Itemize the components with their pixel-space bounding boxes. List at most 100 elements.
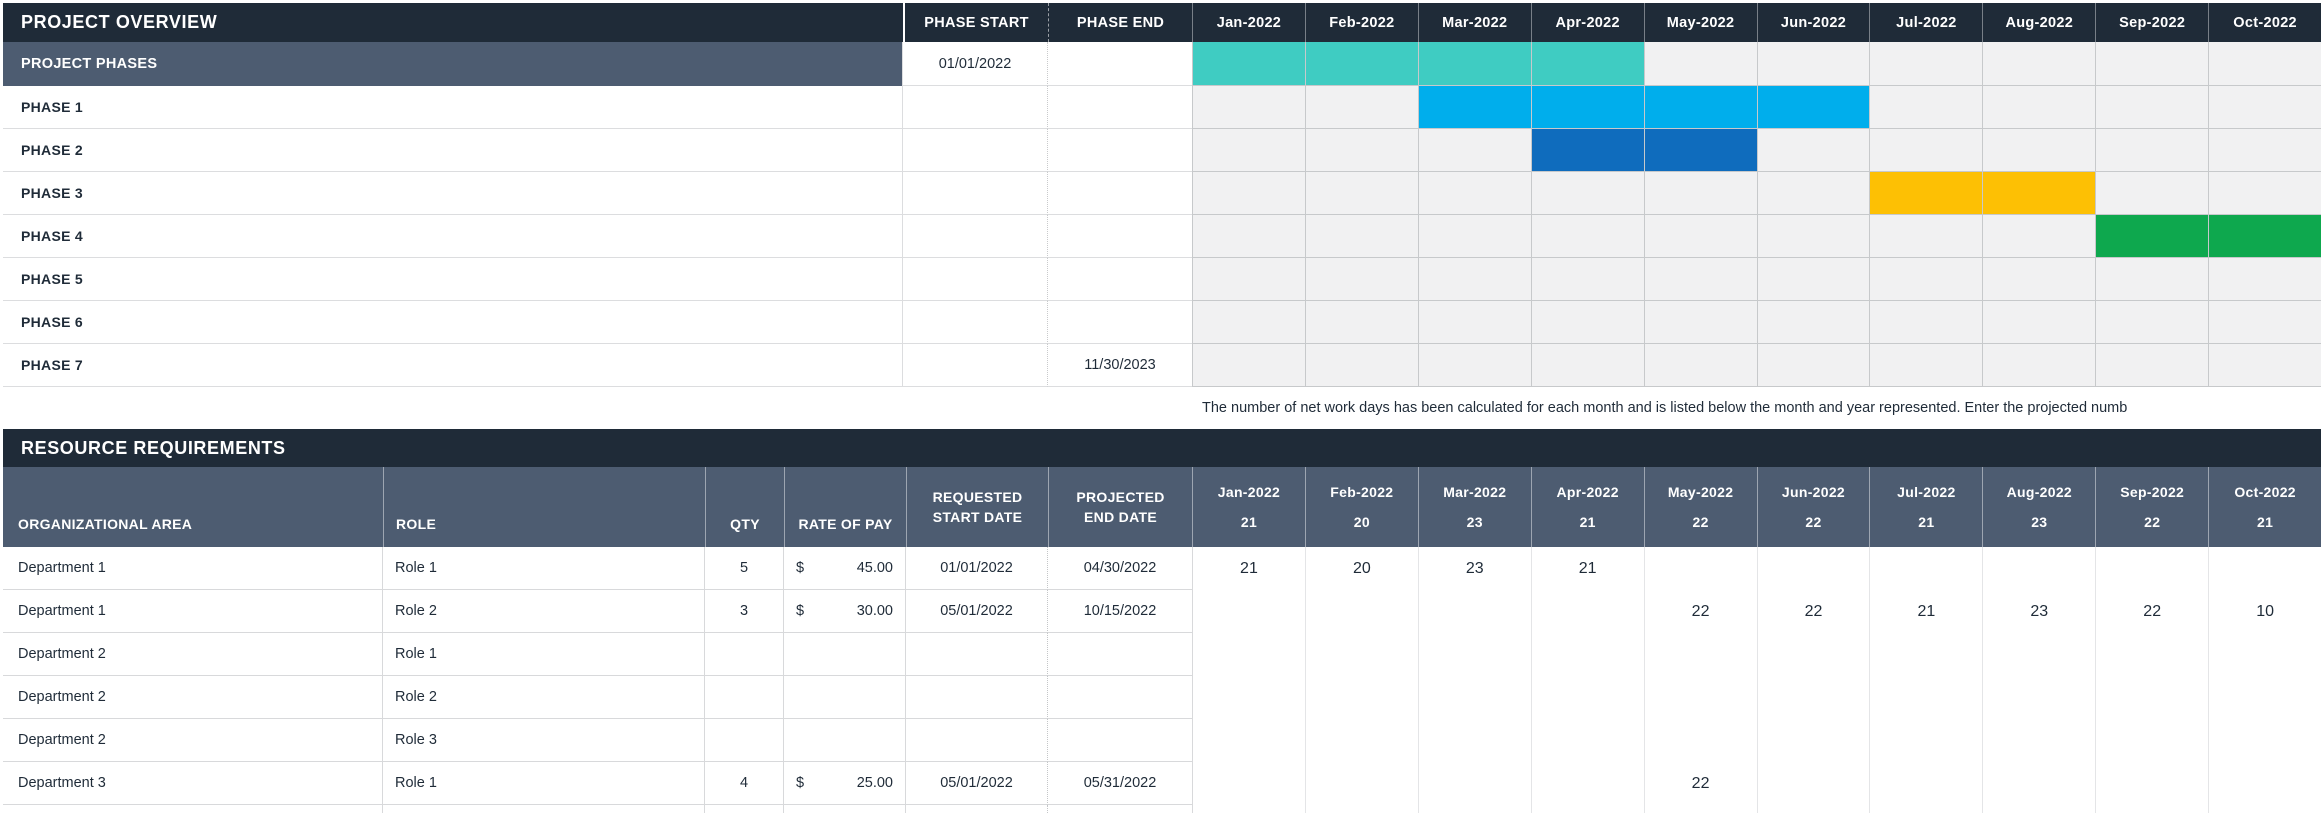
resource-month-value-cell[interactable] [1192,590,1305,633]
resource-month-value-cell[interactable] [1417,633,1531,676]
resource-end-date-cell[interactable]: 10/15/2022 [1048,590,1192,633]
gantt-month-cell[interactable] [1304,215,1418,258]
resource-month-value-cell[interactable] [1756,633,1870,676]
resource-month-value-cell[interactable] [1643,633,1757,676]
gantt-month-cell[interactable] [1417,172,1531,215]
gantt-month-cell[interactable] [1192,129,1305,172]
resource-qty-cell[interactable] [705,633,784,676]
resource-month-value-cell[interactable] [1643,676,1757,719]
gantt-month-cell[interactable] [1192,215,1305,258]
phase-label-cell[interactable]: PHASE 7 [3,344,903,387]
phase-start-cell[interactable] [903,344,1048,387]
gantt-month-cell[interactable] [1756,172,1870,215]
resource-role-cell[interactable]: Role 2 [383,590,705,633]
resource-month-value-cell[interactable] [1417,719,1531,762]
resource-end-date-cell[interactable]: 04/30/2022 [1048,547,1192,590]
gantt-bar-cell[interactable] [1417,86,1531,129]
gantt-bar-cell[interactable] [1304,42,1418,86]
resource-start-date-cell[interactable]: 05/01/2022 [906,762,1048,805]
resource-month-value-cell[interactable] [2208,719,2321,762]
phase-label-cell[interactable]: PHASE 4 [3,215,903,258]
gantt-month-cell[interactable] [1192,172,1305,215]
resource-month-value-cell[interactable] [1417,676,1531,719]
gantt-month-cell[interactable] [1417,258,1531,301]
gantt-month-cell[interactable] [2095,301,2209,344]
gantt-month-cell[interactable] [1417,215,1531,258]
gantt-month-cell[interactable] [1530,172,1644,215]
resource-month-value-cell[interactable] [1304,762,1418,805]
phase-end-cell[interactable]: 11/30/2023 [1048,344,1192,387]
phase-start-cell[interactable] [903,129,1048,172]
gantt-month-cell[interactable] [1756,301,1870,344]
phase-end-cell[interactable] [1048,129,1192,172]
gantt-month-cell[interactable] [2208,344,2321,387]
resource-rate-cell[interactable]: $30.00 [784,590,906,633]
resource-month-value-cell[interactable] [1530,762,1644,805]
resource-month-value-cell[interactable] [1304,633,1418,676]
gantt-month-cell[interactable] [2208,86,2321,129]
resource-month-value-cell[interactable] [1756,547,1870,590]
resource-month-value-cell[interactable]: 22 [1756,590,1870,633]
gantt-month-cell[interactable] [1982,258,2096,301]
phase-end-cell[interactable] [1048,86,1192,129]
resource-month-value-cell[interactable] [1192,762,1305,805]
phase-start-cell[interactable] [903,215,1048,258]
resource-month-value-cell[interactable] [2095,719,2208,762]
resource-month-value-cell[interactable] [1304,719,1418,762]
gantt-month-cell[interactable] [2095,42,2209,86]
resource-month-value-cell[interactable] [2095,547,2208,590]
resource-month-value-cell[interactable] [2208,547,2321,590]
gantt-month-cell[interactable] [2208,129,2321,172]
gantt-month-cell[interactable] [2095,344,2209,387]
resource-rate-cell[interactable] [784,633,906,676]
resource-start-date-cell[interactable]: 01/01/2022 [906,547,1048,590]
gantt-month-cell[interactable] [1869,129,1983,172]
gantt-month-cell[interactable] [1643,258,1757,301]
phase-end-cell[interactable] [1048,42,1192,86]
gantt-month-cell[interactable] [1192,258,1305,301]
gantt-month-cell[interactable] [1530,301,1644,344]
resource-start-date-cell[interactable] [906,719,1048,762]
gantt-month-cell[interactable] [1304,172,1418,215]
phase-end-cell[interactable] [1048,215,1192,258]
resource-month-value-cell[interactable] [1192,633,1305,676]
phase-start-cell[interactable]: 01/01/2022 [903,42,1048,86]
phase-label-cell[interactable]: PHASE 5 [3,258,903,301]
gantt-bar-cell[interactable] [1756,86,1870,129]
gantt-month-cell[interactable] [1530,258,1644,301]
gantt-month-cell[interactable] [1643,301,1757,344]
gantt-month-cell[interactable] [1756,215,1870,258]
gantt-bar-cell[interactable] [1530,86,1644,129]
resource-end-date-cell[interactable] [1048,633,1192,676]
gantt-month-cell[interactable] [1982,86,2096,129]
resource-month-value-cell[interactable] [1982,719,2095,762]
resource-month-value-cell[interactable] [1869,762,1982,805]
resource-area-cell[interactable]: Department 3 [3,762,383,805]
gantt-month-cell[interactable] [1756,344,1870,387]
gantt-month-cell[interactable] [1982,42,2096,86]
phase-start-cell[interactable] [903,172,1048,215]
phase-end-cell[interactable] [1048,258,1192,301]
gantt-month-cell[interactable] [1417,344,1531,387]
resource-role-cell[interactable]: Role 1 [383,633,705,676]
phase-end-cell[interactable] [1048,172,1192,215]
resource-area-cell[interactable]: Department 2 [3,633,383,676]
resource-month-value-cell[interactable]: 22 [1643,590,1757,633]
gantt-month-cell[interactable] [1304,301,1418,344]
resource-month-value-cell[interactable] [1304,676,1418,719]
resource-area-cell[interactable]: Department 2 [3,719,383,762]
resource-rate-cell[interactable] [784,676,906,719]
resource-month-value-cell[interactable]: 21 [1869,590,1982,633]
resource-start-date-cell[interactable] [906,676,1048,719]
gantt-bar-cell[interactable] [1869,172,1983,215]
gantt-month-cell[interactable] [1643,344,1757,387]
gantt-month-cell[interactable] [1756,258,1870,301]
resource-month-value-cell[interactable] [2208,633,2321,676]
gantt-bar-cell[interactable] [1530,42,1644,86]
resource-month-value-cell[interactable] [1869,719,1982,762]
resource-area-cell[interactable]: Department 1 [3,547,383,590]
resource-month-value-cell[interactable] [1869,676,1982,719]
resource-month-value-cell[interactable]: 23 [1417,547,1531,590]
resource-month-value-cell[interactable] [1643,719,1757,762]
gantt-month-cell[interactable] [1530,215,1644,258]
